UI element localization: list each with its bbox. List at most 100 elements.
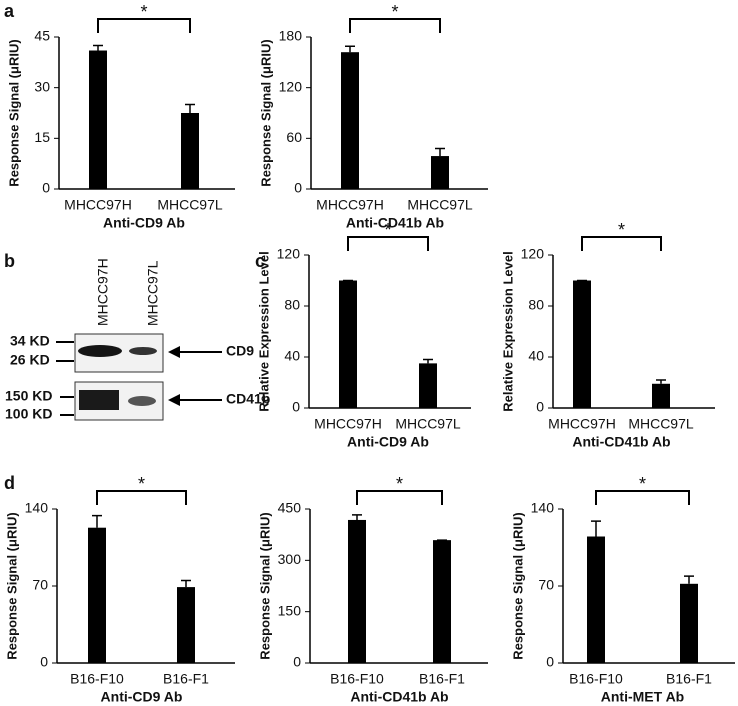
x-axis-title: Anti-CD9 Ab [101, 689, 183, 705]
error-bar [185, 103, 195, 113]
x-axis-title: Anti-CD41b Ab [572, 434, 670, 450]
y-tick-label: 0 [294, 180, 302, 196]
x-axis-title: Anti-CD9 Ab [347, 434, 429, 450]
y-axis-title: Relative Expression Level [500, 251, 515, 411]
band [128, 396, 156, 406]
bar [587, 536, 605, 663]
marker-ticks [56, 341, 222, 416]
y-tick-label: 0 [536, 399, 544, 415]
x-tick-label: MHCC97H [316, 197, 384, 213]
y-tick-label: 140 [25, 500, 49, 516]
marker-label: 150 KD [5, 388, 52, 404]
y-tick-label: 300 [278, 551, 302, 567]
y-tick-label: 15 [34, 129, 50, 145]
y-tick-label: 0 [42, 180, 50, 196]
marker-label: 26 KD [10, 352, 50, 368]
bar [89, 50, 107, 190]
panel-label: d [4, 473, 15, 493]
panel-label: b [4, 251, 15, 271]
y-tick-label: 0 [546, 654, 554, 670]
lane-label: MHCC97L [145, 260, 161, 326]
y-tick-label: 70 [538, 577, 554, 593]
lane-label: MHCC97H [95, 258, 111, 326]
bar [419, 363, 437, 408]
error-bar [93, 44, 103, 51]
y-tick-label: 30 [34, 78, 50, 94]
significance-bracket [96, 490, 187, 505]
x-axis-title: Anti-CD41b Ab [346, 215, 444, 231]
bar [680, 583, 698, 663]
y-tick-label: 60 [286, 129, 302, 145]
y-axis-title: Response Signal (μRIU) [6, 39, 21, 186]
y-tick-label: 450 [278, 500, 302, 516]
y-tick-label: 120 [279, 78, 303, 94]
bar [177, 587, 195, 663]
band [129, 347, 157, 355]
x-tick-label: MHCC97L [395, 416, 461, 432]
band [79, 390, 119, 410]
x-tick-label: B16-F10 [569, 671, 623, 687]
panel-label: a [4, 1, 15, 21]
error-bar [684, 575, 694, 584]
y-tick-label: 180 [279, 28, 303, 44]
x-tick-label: B16-F10 [330, 671, 384, 687]
significance-star: * [618, 220, 625, 240]
x-tick-label: MHCC97L [157, 197, 223, 213]
bar [341, 52, 359, 190]
error-bar [345, 45, 355, 53]
significance-bracket [347, 236, 429, 251]
significance-bracket [595, 490, 690, 505]
y-tick-label: 40 [528, 348, 544, 364]
significance-star: * [384, 220, 391, 240]
significance-star: * [639, 474, 646, 494]
error-bar [181, 579, 191, 588]
marker-label: 34 KD [10, 333, 50, 349]
significance-star: * [140, 2, 147, 22]
bar [431, 156, 449, 189]
significance-star: * [138, 474, 145, 494]
bar [433, 540, 451, 663]
bar [348, 519, 366, 663]
y-tick-label: 0 [40, 654, 48, 670]
protein-label: CD41b [226, 391, 270, 407]
significance-bracket [581, 236, 662, 251]
y-axis-title: Response Signal (μRIU) [4, 512, 19, 659]
y-tick-label: 45 [34, 28, 50, 44]
y-tick-label: 40 [284, 348, 300, 364]
x-tick-label: MHCC97H [314, 416, 382, 432]
y-axis-title: Response Signal (μRIU) [258, 39, 273, 186]
error-bar [591, 520, 601, 537]
x-axis-title: Anti-CD9 Ab [103, 215, 185, 231]
bar [181, 113, 199, 189]
significance-bracket [356, 490, 443, 505]
error-bar [423, 358, 433, 364]
y-tick-label: 0 [292, 399, 300, 415]
y-tick-label: 150 [278, 602, 302, 618]
x-tick-label: B16-F10 [70, 671, 124, 687]
bar [88, 527, 106, 663]
western-blot: MHCC97H MHCC97L 34 KD 26 KD 150 KD 100 K… [5, 258, 270, 421]
error-bar [352, 514, 362, 520]
bar [573, 280, 591, 408]
y-tick-label: 140 [531, 500, 555, 516]
x-axis-title: Anti-CD41b Ab [350, 689, 448, 705]
significance-star: * [391, 2, 398, 22]
x-tick-label: B16-F1 [163, 671, 209, 687]
y-axis-title: Response Signal (μRIU) [510, 512, 525, 659]
arrow-head [168, 346, 180, 406]
y-tick-label: 120 [277, 246, 301, 262]
y-axis-title: Response Signal (μRIU) [257, 512, 272, 659]
marker-label: 100 KD [5, 406, 52, 422]
bar [339, 280, 357, 408]
x-tick-label: MHCC97H [64, 197, 132, 213]
y-axis-title: Relative Expression Level [256, 251, 271, 411]
band [78, 345, 122, 357]
significance-star: * [396, 474, 403, 494]
y-tick-label: 70 [32, 577, 48, 593]
x-axis-title: Anti-MET Ab [601, 689, 684, 705]
error-bar [435, 147, 445, 157]
error-bar [656, 379, 666, 384]
y-tick-label: 80 [284, 297, 300, 313]
x-tick-label: B16-F1 [666, 671, 712, 687]
